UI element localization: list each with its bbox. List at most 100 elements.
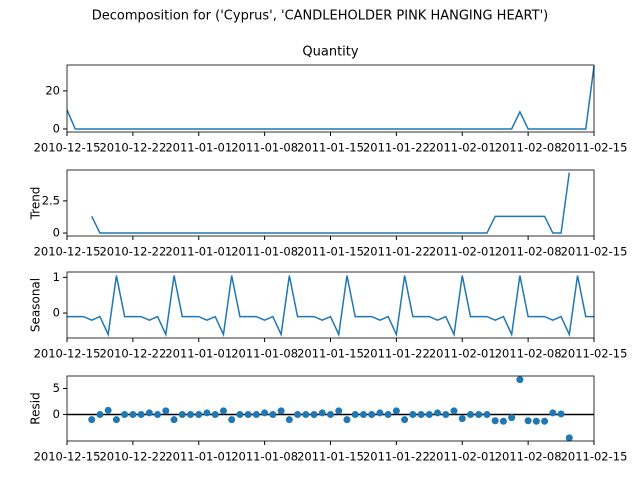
x-tick-label: 2011-01-15 [297,141,364,155]
point [228,416,236,424]
x-tick-label: 2011-02-15 [561,141,628,155]
point [417,410,425,418]
point [343,416,351,424]
x-tick-label: 2011-01-01 [165,347,232,361]
point [219,407,227,415]
point [327,410,334,418]
x-tick-label: 2011-02-08 [495,450,562,464]
point [466,410,474,418]
x-tick-label: 2011-01-08 [231,450,298,464]
point [277,407,285,415]
y-axis-label: Seasonal [29,278,43,332]
x-tick-label: 2011-01-01 [165,450,232,464]
point [541,417,549,425]
point [129,410,137,418]
point [409,410,417,418]
x-tick-label: 2010-12-22 [99,347,166,361]
point [557,410,565,418]
point [565,434,573,442]
point [425,410,433,418]
point [384,410,392,418]
point [475,410,483,418]
y-tick-label: 0 [53,306,60,320]
point [211,410,219,418]
point [442,410,450,418]
axes-frame [66,169,595,237]
point [162,407,170,415]
point [137,410,145,418]
point [335,407,343,415]
point [532,417,540,425]
x-tick-label: 2010-12-22 [99,450,166,464]
x-tick-label: 2011-01-22 [363,245,430,259]
point [524,417,532,425]
point [302,410,310,418]
point [359,410,367,418]
y-tick-label: 0 [53,407,60,421]
x-tick-label: 2010-12-15 [34,245,101,259]
line-series [67,275,594,338]
point [104,406,112,414]
x-tick-label: 2010-12-22 [99,245,166,259]
figure-title: Decomposition for ('Cyprus', 'CANDLEHOLD… [92,9,549,24]
y-tick-label: 0 [53,121,60,135]
point [491,417,499,425]
point [96,410,104,418]
x-tick-label: 2011-01-08 [231,347,298,361]
point [318,409,326,417]
x-tick-label: 2011-02-01 [429,347,496,361]
line-series [91,172,571,234]
point [458,415,466,423]
x-tick-label: 2011-02-15 [561,450,628,464]
axes-title: Quantity [302,45,358,60]
axes-frame [66,64,595,133]
x-tick-label: 2011-01-15 [297,245,364,259]
x-tick-label: 2011-01-01 [165,141,232,155]
x-tick-label: 2011-01-22 [363,450,430,464]
point [203,409,211,417]
x-tick-label: 2010-12-15 [34,450,101,464]
point [401,416,409,424]
point [368,410,376,418]
x-tick-label: 2011-01-15 [297,450,364,464]
x-tick-label: 2011-01-08 [231,141,298,155]
point [112,416,120,424]
point [261,409,269,417]
x-tick-label: 2011-02-15 [561,245,628,259]
x-tick-label: 2011-01-22 [363,347,430,361]
x-tick-label: 2011-02-15 [561,347,628,361]
point [236,410,244,418]
point [154,410,162,418]
y-tick-label: 20 [45,83,60,97]
y-tick-label: 2.5 [42,193,60,207]
point [351,410,359,418]
x-tick-label: 2011-02-01 [429,450,496,464]
x-tick-label: 2011-02-08 [495,347,562,361]
point [88,416,96,424]
axes-frame [66,375,595,442]
x-tick-label: 2011-02-01 [429,245,496,259]
point [434,409,442,417]
point [483,410,491,418]
point [285,416,293,424]
point [121,410,129,418]
point [508,414,516,422]
point [195,410,203,418]
x-tick-label: 2011-02-08 [495,245,562,259]
line-series [66,66,595,130]
point [499,417,507,425]
point [244,410,252,418]
point [392,407,400,415]
x-tick-label: 2011-01-22 [363,141,430,155]
axes-frame [66,271,595,339]
point [310,410,318,418]
y-axis-label: Trend [29,187,43,221]
y-axis-label: Resid [29,392,43,424]
point [549,409,557,417]
point [450,407,458,415]
point [376,409,384,417]
point [178,410,186,418]
y-tick-label: 0 [53,226,60,240]
x-tick-label: 2011-01-08 [231,245,298,259]
